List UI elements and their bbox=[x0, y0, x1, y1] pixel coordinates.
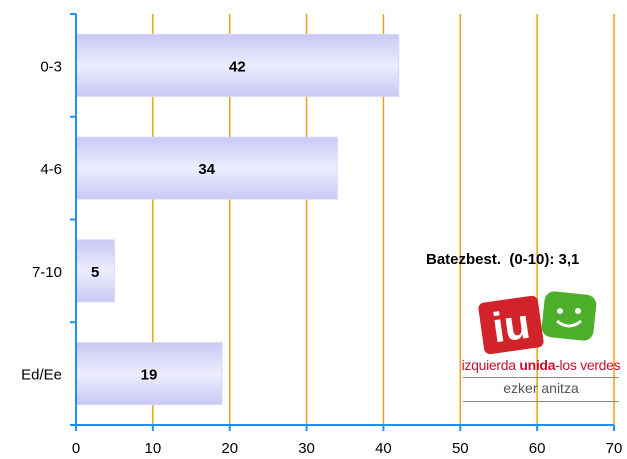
bars bbox=[75, 33, 400, 406]
x-tick-label: 20 bbox=[221, 440, 238, 457]
x-tick-label: 10 bbox=[145, 440, 162, 457]
category-label: Ed/Ee bbox=[21, 367, 62, 384]
bar-value-label: 19 bbox=[141, 367, 158, 384]
logo-party-name: izquierda unida-los verdes bbox=[461, 357, 621, 373]
category-label: 4-6 bbox=[40, 161, 62, 178]
bar-value-label: 34 bbox=[198, 161, 215, 178]
bar-value-label: 42 bbox=[229, 58, 246, 75]
category-label: 0-3 bbox=[40, 58, 62, 75]
x-tick-label: 60 bbox=[529, 440, 546, 457]
logo-rule-top bbox=[463, 377, 619, 378]
logo-rule-bottom bbox=[463, 401, 619, 402]
x-tick-label: 30 bbox=[298, 440, 315, 457]
bar-7-10 bbox=[75, 239, 115, 303]
x-tick-label: 50 bbox=[452, 440, 469, 457]
x-tick-label: 40 bbox=[375, 440, 392, 457]
labels: 42 0-3 34 4-6 5 7-10 19 Ed/Ee 0 10 20 30 40 50 60 70 bbox=[21, 58, 622, 457]
axes bbox=[70, 13, 615, 431]
iu-logo: iu izquierda unida-los verdes ezker anit… bbox=[457, 287, 625, 405]
x-tick-label: 0 bbox=[72, 440, 80, 457]
bar-4-6 bbox=[75, 136, 338, 200]
svg-text:iu: iu bbox=[489, 300, 533, 352]
category-label: 7-10 bbox=[32, 264, 62, 281]
bar-value-label: 5 bbox=[91, 264, 99, 281]
x-tick-label: 70 bbox=[606, 440, 623, 457]
average-annotation: Batezbest. (0-10): 3,1 bbox=[426, 251, 580, 268]
iu-logo-mark: iu bbox=[478, 291, 597, 355]
logo-subtitle: ezker anitza bbox=[503, 380, 579, 396]
